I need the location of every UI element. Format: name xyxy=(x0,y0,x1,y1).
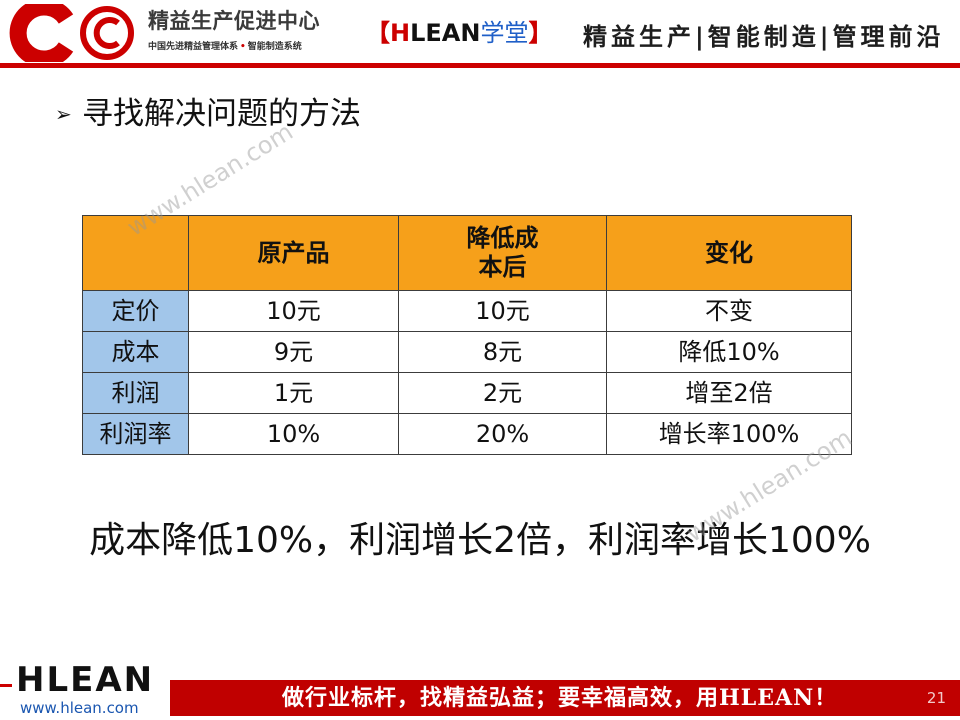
tagline-dot: • xyxy=(240,42,246,52)
conclusion-text: 成本降低10%，利润增长2倍，利润率增长100% xyxy=(89,520,871,561)
table-cell: 10元 xyxy=(188,290,399,332)
organization-name: 精益生产促进中心 xyxy=(148,9,320,33)
tagline-right: 智能制造系统 xyxy=(247,42,302,52)
table-header-text: 降低成本后 xyxy=(466,224,539,281)
tagline-left: 中国先进精益管理体系 xyxy=(148,42,239,52)
slide-footer: HLEAN www.hlean.com 做行业标杆，找精益弘益；要幸福高效，用H… xyxy=(0,660,960,720)
table-corner-cell xyxy=(82,215,189,291)
slide-heading: 寻找解决问题的方法 xyxy=(82,96,361,132)
footer-logo-dash xyxy=(0,684,12,687)
footer-banner: 做行业标杆，找精益弘益；要幸福高效，用HLEAN！ 21 xyxy=(170,680,960,716)
organization-tagline: 中国先进精益管理体系 • 智能制造系统 xyxy=(148,42,302,53)
row-label-cell: 利润率 xyxy=(82,413,189,455)
footer-logo: HLEAN xyxy=(16,660,155,700)
table-cell: 降低10% xyxy=(606,331,852,373)
footer-motto: 做行业标杆，找精益弘益；要幸福高效，用HLEAN！ xyxy=(282,685,838,711)
table-cell: 8元 xyxy=(398,331,607,373)
brand-close-bracket: 】 xyxy=(528,19,553,47)
table-header-cell: 原产品 xyxy=(188,215,399,291)
table-row: 成本 9元 8元 降低10% xyxy=(82,331,852,373)
brand-open-bracket: 【 xyxy=(366,19,390,47)
comparison-table: 原产品 降低成本后 变化 定价 10元 10元 不变 成本 9元 8元 降低10… xyxy=(82,215,852,455)
table-cell: 9元 xyxy=(188,331,399,373)
table-header-row: 原产品 降低成本后 变化 xyxy=(82,215,852,291)
brand-school: 学堂 xyxy=(480,19,529,47)
slide-header: 精益生产促进中心 中国先进精益管理体系 • 智能制造系统 【HLEAN学堂】 精益生… xyxy=(0,0,960,70)
table-cell: 10元 xyxy=(398,290,607,332)
table-cell: 1元 xyxy=(188,372,399,414)
table-cell: 增至2倍 xyxy=(606,372,852,414)
table-cell: 2元 xyxy=(398,372,607,414)
row-label-cell: 定价 xyxy=(82,290,189,332)
organization-logo-icon xyxy=(9,4,134,62)
header-slogan: 精益生产|智能制造|管理前沿 xyxy=(583,23,945,51)
table-row: 利润 1元 2元 增至2倍 xyxy=(82,372,852,414)
table-cell: 增长率100% xyxy=(606,413,852,455)
row-label-cell: 成本 xyxy=(82,331,189,373)
table-row: 利润率 10% 20% 增长率100% xyxy=(82,413,852,455)
bullet-arrow-icon: ➢ xyxy=(55,102,72,126)
header-divider xyxy=(0,63,960,68)
table-cell: 不变 xyxy=(606,290,852,332)
table-cell: 10% xyxy=(188,413,399,455)
page-number: 21 xyxy=(926,689,946,707)
brand-h: H xyxy=(390,19,411,47)
row-label-cell: 利润 xyxy=(82,372,189,414)
table-cell: 20% xyxy=(398,413,607,455)
brand-title: 【HLEAN学堂】 xyxy=(366,19,552,48)
table-row: 定价 10元 10元 不变 xyxy=(82,290,852,332)
table-header-cell: 降低成本后 xyxy=(398,215,607,291)
footer-url: www.hlean.com xyxy=(20,699,139,717)
brand-lean: LEAN xyxy=(410,19,481,47)
table-header-cell: 变化 xyxy=(606,215,852,291)
